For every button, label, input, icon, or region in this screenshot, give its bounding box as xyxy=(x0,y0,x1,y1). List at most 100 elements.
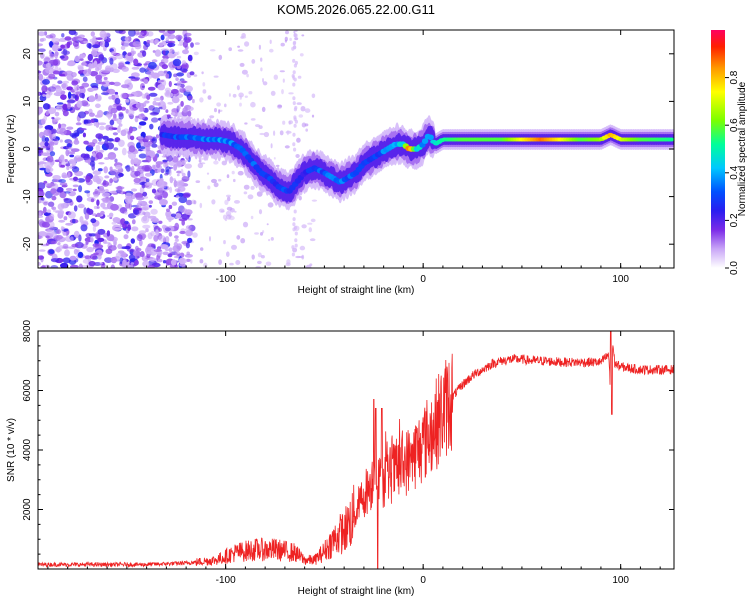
noise-speckle xyxy=(207,185,211,190)
noise-speckle xyxy=(103,76,108,81)
noise-speckle xyxy=(133,58,139,66)
noise-speckle xyxy=(293,40,297,45)
noise-speckle xyxy=(250,118,256,121)
noise-speckle xyxy=(155,134,160,139)
noise-speckle xyxy=(62,257,71,264)
noise-speckle xyxy=(182,193,191,198)
ridge-core xyxy=(427,134,434,141)
noise-speckle xyxy=(89,160,96,167)
noise-speckle xyxy=(175,182,179,185)
noise-speckle xyxy=(311,93,316,99)
noise-speckle xyxy=(56,102,64,105)
noise-speckle xyxy=(235,260,241,265)
noise-speckle xyxy=(165,236,170,243)
noise-speckle xyxy=(112,132,118,136)
noise-speckle xyxy=(125,164,131,172)
noise-speckle xyxy=(43,129,52,137)
noise-speckle xyxy=(134,77,141,80)
noise-speckle xyxy=(38,43,43,47)
y-tick-label: -10 xyxy=(22,189,33,204)
noise-speckle xyxy=(291,245,295,250)
noise-speckle xyxy=(141,93,147,99)
noise-speckle xyxy=(218,54,223,61)
noise-speckle xyxy=(167,101,174,105)
noise-speckle xyxy=(93,252,99,256)
noise-speckle xyxy=(111,221,117,225)
noise-speckle xyxy=(289,37,292,42)
ridge-core xyxy=(421,138,429,144)
noise-speckle xyxy=(170,259,177,266)
noise-speckle xyxy=(285,30,289,35)
noise-speckle xyxy=(147,61,157,70)
noise-speckle xyxy=(53,118,59,122)
noise-speckle xyxy=(239,95,242,100)
noise-speckle xyxy=(170,213,177,218)
noise-speckle xyxy=(153,249,162,252)
noise-speckle xyxy=(78,34,85,38)
noise-speckle xyxy=(143,196,149,199)
snr-panel: -100 0 100 2000 4000 6000 8000 Height of strai… xyxy=(6,319,675,597)
noise-speckle xyxy=(131,72,140,78)
noise-speckle xyxy=(199,97,204,103)
noise-speckle xyxy=(98,162,105,165)
noise-speckle xyxy=(108,126,115,131)
noise-speckle xyxy=(149,111,159,116)
noise-speckle xyxy=(162,260,167,264)
noise-speckle xyxy=(174,235,179,239)
noise-speckle xyxy=(124,245,131,250)
noise-speckle xyxy=(104,32,111,37)
noise-speckle xyxy=(127,248,135,252)
noise-speckle xyxy=(147,264,155,268)
noise-speckle xyxy=(38,60,43,66)
noise-speckle xyxy=(244,41,250,47)
noise-speckle xyxy=(218,178,222,182)
noise-speckle xyxy=(281,89,284,95)
noise-speckle xyxy=(128,30,136,37)
noise-speckle xyxy=(43,201,48,206)
noise-speckle xyxy=(70,264,79,268)
noise-speckle xyxy=(226,251,230,257)
noise-speckle xyxy=(72,218,76,224)
noise-speckle xyxy=(304,108,311,113)
noise-speckle xyxy=(52,175,61,180)
noise-speckle xyxy=(57,242,61,246)
noise-speckle xyxy=(108,81,115,85)
noise-speckle xyxy=(139,67,146,73)
y-tick-label: 2000 xyxy=(22,498,33,521)
noise-speckle xyxy=(88,95,96,103)
noise-speckle xyxy=(104,175,110,179)
noise-speckle xyxy=(173,164,178,171)
y-tick-label: 20 xyxy=(22,48,33,60)
colorbar-tick-label: 0.2 xyxy=(729,213,740,227)
noise-speckle xyxy=(116,185,123,193)
noise-speckle xyxy=(67,171,71,179)
noise-speckle xyxy=(76,157,84,162)
noise-speckle xyxy=(185,106,188,111)
noise-speckle xyxy=(151,217,159,224)
noise-speckle xyxy=(134,170,141,177)
noise-speckle xyxy=(162,244,169,250)
noise-speckle xyxy=(121,66,129,72)
noise-speckle xyxy=(268,238,271,242)
noise-speckle xyxy=(277,104,282,108)
noise-speckle xyxy=(164,87,171,93)
noise-speckle xyxy=(213,75,219,78)
noise-speckle xyxy=(46,209,51,214)
noise-speckle xyxy=(167,253,173,258)
colorbar-gradient xyxy=(711,30,725,268)
noise-speckle xyxy=(83,207,87,215)
noise-speckle xyxy=(74,55,81,63)
noise-speckle xyxy=(293,209,297,214)
noise-speckle xyxy=(51,37,61,44)
noise-speckle xyxy=(293,33,297,38)
noise-speckle xyxy=(142,215,148,222)
noise-speckle xyxy=(240,238,246,244)
noise-speckle xyxy=(42,79,50,85)
noise-speckle xyxy=(90,50,98,57)
noise-speckle xyxy=(56,105,60,109)
noise-speckle xyxy=(292,222,296,227)
noise-speckle xyxy=(102,70,111,73)
noise-speckle xyxy=(82,76,88,82)
noise-speckle xyxy=(69,133,77,137)
